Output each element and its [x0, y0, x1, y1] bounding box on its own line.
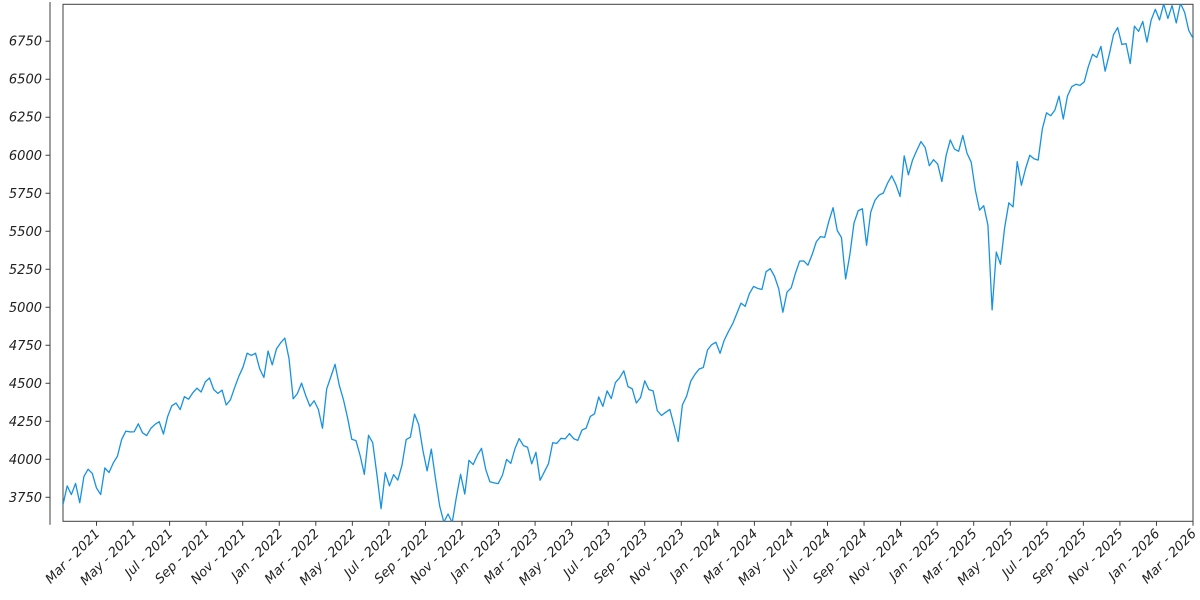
y-tick-label: 4750	[9, 339, 42, 354]
y-tick-label: 5500	[9, 225, 42, 240]
y-tick-label: 6500	[9, 73, 42, 88]
y-tick-label: 5000	[9, 301, 42, 316]
y-tick-label: 4250	[9, 415, 42, 430]
y-tick-label: 6000	[9, 149, 42, 164]
y-tick-label: 4500	[9, 377, 42, 392]
y-tick-label: 3750	[9, 491, 42, 506]
y-tick-label: 6750	[9, 35, 42, 50]
y-tick-label: 6250	[9, 111, 42, 126]
price-line	[63, 4, 1193, 522]
plot-border	[62, 3, 1194, 522]
y-tick-label: 5250	[9, 263, 42, 278]
y-tick-label: 4000	[9, 453, 42, 468]
y-tick-label: 5750	[9, 187, 42, 202]
